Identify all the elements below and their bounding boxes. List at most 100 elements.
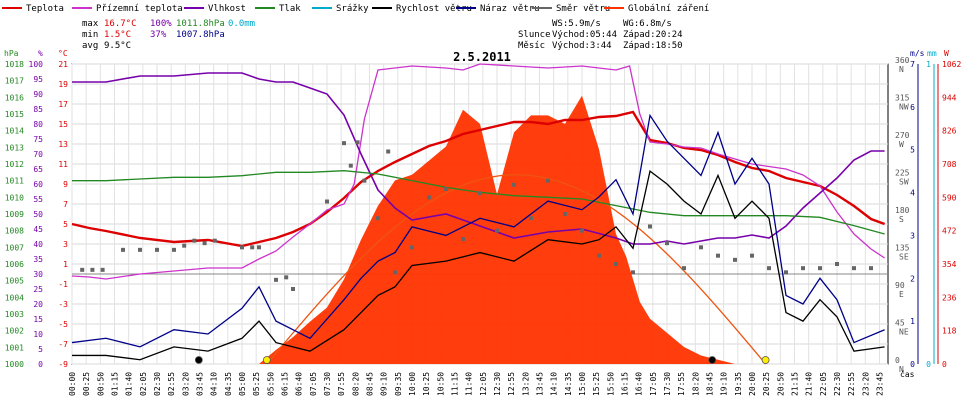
tick-label-wind-degree: 360 [895,56,910,65]
tick-label-w: 1062 [942,60,961,69]
tick-label-hpa: 1005 [5,277,24,286]
tick-label-time: 23:20 [861,372,870,396]
tick-label-degc: -9 [58,360,68,369]
tick-label-w: 354 [942,260,957,269]
tick-label-time: 03:45 [196,372,205,396]
tick-label-time: 09:10 [380,372,389,396]
wind-direction-point [784,270,788,275]
axis-unit-degc: °C [58,49,68,58]
tick-label-w: 472 [942,227,957,236]
stat-avg-label: avg [82,41,98,51]
wind-direction-point [478,191,482,196]
tick-label-percent: 70 [33,150,43,159]
tick-label-hpa: 1016 [5,93,24,102]
wind-direction-point [852,266,856,271]
tick-label-degc: 5 [63,220,68,229]
wind-direction-point [90,267,95,272]
tick-label-hpa: 1011 [5,177,24,186]
tick-label-hpa: 1002 [5,327,24,336]
tick-label-hpa: 1003 [5,310,24,319]
tick-label-hpa: 1015 [5,110,24,119]
tick-label-time: 14:10 [550,372,559,396]
tick-label-time: 00:50 [96,372,105,396]
stat-min-temp: 1.5°C [104,30,131,40]
series-naraz-vetru [71,113,885,348]
legend: Teplota Přízemní teplota Vlhkost Tlak Sr… [2,4,709,14]
tick-label-wind-direction: N [899,65,904,74]
tick-label-time: 18:45 [706,372,715,396]
wind-direction-point [182,243,187,248]
tick-label-time: 22:55 [847,372,856,396]
wind-direction-point [291,287,295,291]
stat-max-press: 1011.8hPa [176,19,225,29]
moonset: Západ:18:50 [623,41,683,51]
tick-label-time: 02:30 [153,372,162,396]
tick-label-percent: 30 [33,270,43,279]
moonrise: Východ:3:44 [552,41,612,51]
axis-unit-mm: mm [927,49,937,58]
wind-direction-point [155,247,159,252]
wind-direction-point [393,270,397,275]
wind-direction-point [362,178,367,183]
tick-label-wind-direction: NW [899,103,909,112]
tick-label-time: 19:10 [720,372,729,396]
tick-label-wind-degree: 0 [895,356,900,365]
sunset: Západ:20:24 [623,30,683,40]
tick-label-wind-degree: 180 [895,206,910,215]
tick-label-time: 04:35 [224,372,233,396]
wind-direction-point [461,237,465,241]
tick-label-degc: 17 [58,100,68,109]
axis-label-time: čas [900,369,915,379]
tick-label-time: 20:25 [762,372,771,396]
tick-label-percent: 60 [33,180,43,189]
wind-gust-info: WG:6.8m/s [623,19,672,29]
wind-direction-point [495,228,499,233]
tick-label-time: 19:35 [734,372,743,396]
tick-label-degc: 21 [58,60,68,69]
legend-label: Přízemní teplota [96,4,183,14]
wind-direction-point [580,228,584,233]
wind-direction-point [597,253,601,258]
tick-label-time: 13:20 [521,372,530,396]
tick-label-time: 01:40 [125,372,134,396]
tick-label-time: 03:20 [181,372,190,396]
tick-label-ms: 0 [910,360,915,369]
series-teplota [71,110,886,248]
tick-label-degc: -5 [58,320,68,329]
tick-label-time: 18:20 [691,372,700,396]
legend-item-smer-vetru: Směr větru [532,4,610,14]
tick-label-hpa: 1000 [5,360,24,369]
tick-label-time: 07:05 [309,372,318,396]
wind-direction-point [325,199,329,204]
tick-label-percent: 20 [33,300,43,309]
tick-label-percent: 0 [38,360,43,369]
stat-min-label: min [82,30,98,40]
tick-label-wind-degree: 315 [895,94,910,103]
tick-label-time: 13:45 [536,372,545,396]
wind-direction-point [546,178,550,183]
tick-label-percent: 90 [33,90,43,99]
wind-direction-point [138,247,142,252]
stat-avg-temp: 9.5°C [104,41,131,51]
tick-label-time: 22:30 [833,372,842,396]
wind-direction-point [202,241,207,246]
tick-label-wind-direction: NE [899,328,909,337]
tick-label-w: 590 [942,193,957,202]
tick-label-percent: 55 [33,195,43,204]
tick-label-time: 14:35 [564,372,573,396]
tick-label-wind-degree: 225 [895,169,910,178]
wind-direction-point [716,253,720,258]
plot-area [71,63,886,365]
tick-label-percent: 10 [33,330,43,339]
tick-label-time: 21:15 [791,372,800,396]
tick-label-degc: 9 [63,180,68,189]
tick-label-wind-direction: N [899,365,904,374]
tick-label-ms: 4 [910,189,915,198]
wind-direction-point [427,195,431,200]
tick-label-hpa: 1013 [5,143,24,152]
wind-direction-point [631,270,635,275]
tick-label-percent: 50 [33,210,43,219]
tick-label-time: 09:35 [394,372,403,396]
wind-direction-point [444,187,448,191]
tick-label-w: 0 [942,360,947,369]
